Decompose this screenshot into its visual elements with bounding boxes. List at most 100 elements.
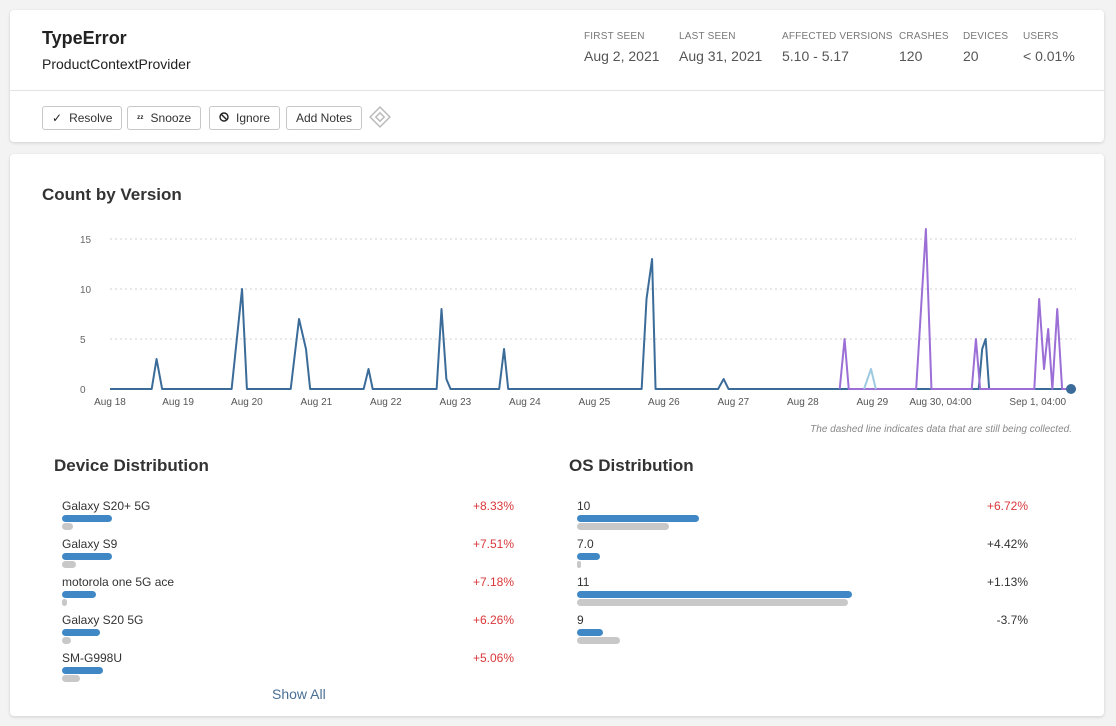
chart-note: The dashed line indicates data that are … [810,424,1072,435]
device-change: +8.33% [472,499,514,513]
stat-devices: DEVICES 20 [963,31,1008,64]
device-name: Galaxy S20+ 5G [62,499,151,513]
x-tick-label: Aug 21 [301,397,333,408]
os-row: 7.0 +4.42% [577,537,1028,575]
count-by-version-title: Count by Version [42,185,182,204]
os-change: +6.72% [986,499,1028,513]
device-distribution-list: Galaxy S20+ 5G +8.33% Galaxy S9 +7.51% motor… [62,499,514,689]
x-tick-label: Sep 1, 04:00 [1009,397,1066,408]
device-name: SM-G998U [62,651,123,665]
os-name: 7.0 [577,537,594,551]
os-change: -3.7% [996,613,1028,627]
x-tick-label: Aug 23 [440,397,472,408]
device-current-bar [62,667,103,674]
os-current-bar [577,515,699,522]
series-line-2 [863,368,877,390]
check-icon: ✓ [52,111,63,125]
os-row: 10 +6.72% [577,499,1028,537]
ignore-button[interactable]: Ignore [209,106,281,130]
os-current-bar [577,553,600,560]
stat-crashes: CRASHES 120 [899,31,949,64]
stat-label: DEVICES [963,31,1009,42]
os-current-bar [577,591,853,598]
y-tick-label: 10 [80,285,92,296]
snooze-button[interactable]: ᶻᶻ Snooze [127,106,202,130]
stat-value: Aug 2, 2021 [584,48,660,64]
y-tick-label: 5 [80,335,86,346]
add-notes-button-label: Add Notes [296,111,353,125]
device-change: +7.18% [472,575,514,589]
device-previous-bar [62,561,76,568]
diamond-icon[interactable] [368,105,392,129]
device-current-bar [62,515,112,522]
device-row: SM-G998U +5.06% [62,651,514,689]
resolve-button-label: Resolve [69,111,113,125]
device-current-bar [62,553,112,560]
device-name: Galaxy S20 5G [62,613,144,627]
device-row: Galaxy S9 +7.51% [62,537,514,575]
x-tick-label: Aug 20 [231,397,263,408]
os-previous-bar [577,599,848,606]
os-change: +4.42% [986,537,1028,551]
x-tick-label: Aug 26 [648,397,680,408]
os-previous-bar [577,561,581,568]
device-row: Galaxy S20+ 5G +8.33% [62,499,514,537]
x-tick-label: Aug 22 [370,397,402,408]
stat-label: CRASHES [899,31,949,42]
snooze-button-label: Snooze [150,111,192,125]
ignore-button-label: Ignore [236,111,271,125]
x-tick-label: Aug 24 [509,397,541,408]
os-row: 9 -3.7% [577,613,1028,651]
os-name: 10 [577,499,591,513]
x-tick-label: Aug 25 [579,397,611,408]
os-name: 11 [577,575,590,589]
issue-subtitle: ProductContextProvider [42,56,191,72]
device-distribution-title: Device Distribution [54,456,209,475]
stat-users: USERS < 0.01% [1023,31,1075,64]
x-tick-label: Aug 30, 04:00 [909,397,972,408]
y-tick-label: 0 [80,385,86,396]
snooze-icon: ᶻᶻ [137,113,144,123]
stat-value: < 0.01% [1023,48,1075,64]
issue-header-card: TypeError ProductContextProvider FIRST S… [10,10,1104,142]
stat-last-seen: LAST SEEN Aug 31, 2021 [679,31,762,64]
os-distribution-title: OS Distribution [569,456,694,475]
device-row: Galaxy S20 5G +6.26% [62,613,514,651]
y-tick-label: 15 [80,235,92,246]
os-row: 11 +1.13% [577,575,1028,613]
device-previous-bar [62,637,72,644]
header-divider [10,90,1104,91]
stat-label: FIRST SEEN [584,31,645,42]
add-notes-button[interactable]: Add Notes [286,106,363,130]
stat-label: LAST SEEN [679,31,736,42]
stat-label: AFFECTED VERSIONS [782,31,893,42]
device-previous-bar [62,599,67,606]
series-line-0 [110,258,1076,390]
stat-first-seen: FIRST SEEN Aug 2, 2021 [584,31,660,64]
device-current-bar [62,629,101,636]
os-current-bar [577,629,604,636]
block-icon [219,111,229,125]
device-previous-bar [62,523,74,530]
os-previous-bar [577,523,670,530]
main-card: Count by Version 0 5 10 15 Aug 18 Aug 19 Aug 2… [10,154,1104,716]
os-name: 9 [577,613,584,627]
device-name: Galaxy S9 [62,537,118,551]
device-change: +5.06% [472,651,514,665]
x-tick-label: Aug 27 [718,397,750,408]
stat-affected-versions: AFFECTED VERSIONS 5.10 - 5.17 [782,31,893,64]
device-name: motorola one 5G ace [62,575,175,589]
x-tick-label: Aug 29 [857,397,889,408]
os-change: +1.13% [986,575,1028,589]
show-all-link[interactable]: Show All [272,686,326,702]
stat-label: USERS [1023,31,1059,42]
x-tick-label: Aug 28 [787,397,819,408]
os-previous-bar [577,637,620,644]
series-line-1 [838,228,1076,390]
os-distribution-list: 10 +6.72% 7.0 +4.42% 11 +1.13% 9 -3.7% [577,499,1028,651]
device-row: motorola one 5G ace +7.18% [62,575,514,613]
stat-value: Aug 31, 2021 [679,48,763,64]
stat-value: 5.10 - 5.17 [782,48,849,64]
x-tick-label: Aug 19 [162,397,194,408]
resolve-button[interactable]: ✓ Resolve [42,106,123,130]
